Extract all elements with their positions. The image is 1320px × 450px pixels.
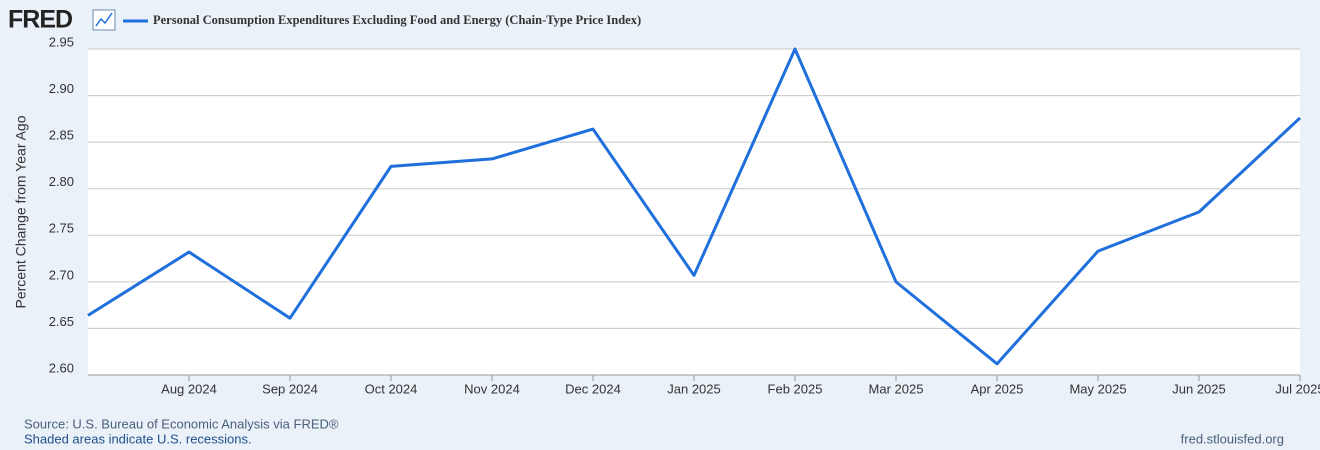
y-tick-label: 2.85 <box>49 128 74 143</box>
x-tick-label: Dec 2024 <box>565 381 621 396</box>
legend-label: Personal Consumption Expenditures Exclud… <box>153 13 641 27</box>
x-tick-label: Jan 2025 <box>667 381 721 396</box>
url: fred.stlouisfed.org <box>1181 431 1284 446</box>
source: Source: U.S. Bureau of Economic Analysis… <box>24 416 339 431</box>
y-axis-label: Percent Change from Year Ago <box>13 115 29 308</box>
y-tick-label: 2.70 <box>49 267 74 282</box>
series-line <box>87 47 1302 366</box>
y-tick-label: 2.90 <box>49 81 74 96</box>
x-tick-label: Jun 2025 <box>1172 381 1226 396</box>
y-tick-label: 2.65 <box>49 314 74 329</box>
y-tick-label: 2.95 <box>49 34 74 49</box>
logo: FRED <box>8 6 72 34</box>
logo-icon <box>92 9 116 31</box>
y-tick-label: 2.60 <box>49 360 74 375</box>
x-tick-label: Sep 2024 <box>262 381 318 396</box>
x-tick-label: Nov 2024 <box>464 381 520 396</box>
y-tick-label: 2.80 <box>49 174 74 189</box>
y-tick-label: 2.75 <box>49 221 74 236</box>
x-tick-label: Mar 2025 <box>869 381 924 396</box>
x-tick-label: May 2025 <box>1069 381 1126 396</box>
x-tick-label: Jul 2025 <box>1275 381 1320 396</box>
x-tick-label: Oct 2024 <box>365 381 418 396</box>
note: Shaded areas indicate U.S. recessions. <box>24 431 252 446</box>
x-tick-label: Aug 2024 <box>161 381 217 396</box>
x-tick-label: Feb 2025 <box>768 381 823 396</box>
x-tick-label: Apr 2025 <box>971 381 1024 396</box>
plot-area <box>88 49 1300 375</box>
